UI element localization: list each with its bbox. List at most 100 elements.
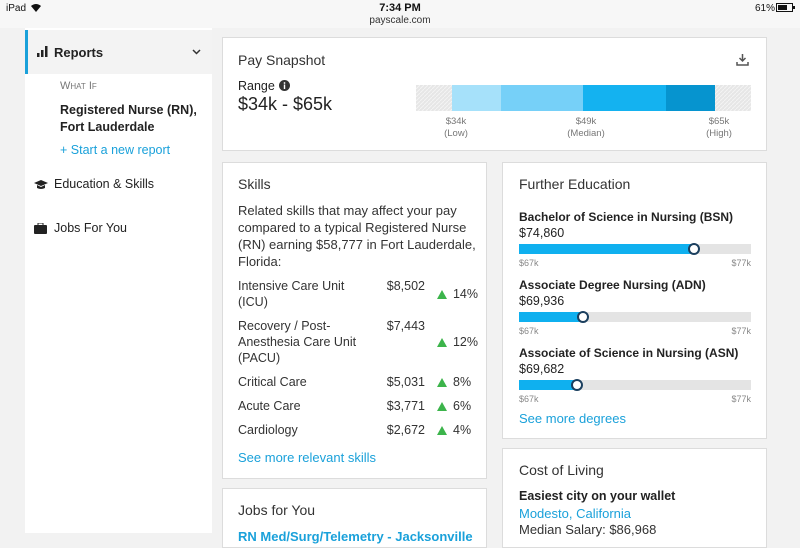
degree-salary: $69,936 <box>519 294 565 308</box>
salary-scale: $67k $77k <box>519 258 751 268</box>
card-title: Jobs for You <box>238 502 316 518</box>
skill-name: Cardiology <box>238 423 298 437</box>
reports-label: Reports <box>54 45 104 60</box>
skill-name: Critical Care <box>238 375 307 389</box>
scale-max: $77k <box>731 394 751 404</box>
card-title: Pay Snapshot <box>238 52 326 68</box>
degree-salary: $69,682 <box>519 362 565 376</box>
scale-min: $67k <box>519 258 539 268</box>
salary-fill <box>519 380 577 390</box>
jobs-card: Jobs for You RN Med/Surg/Telemetry - Jac… <box>222 488 487 548</box>
skill-change: 4% <box>437 422 471 438</box>
change-value: 4% <box>453 423 472 437</box>
salary-scale: $67k $77k <box>519 394 751 404</box>
up-arrow <box>437 377 447 387</box>
jobs-icon <box>34 223 47 234</box>
reports-icon <box>37 46 48 57</box>
skill-row: Intensive Care Unit (ICU) $8,502 14% <box>238 278 478 310</box>
scale-max: $77k <box>731 258 751 268</box>
skill-pay: $5,031 <box>386 375 425 389</box>
subsection-label: What If <box>60 80 97 92</box>
skill-pay: $3,771 <box>386 399 425 413</box>
degrees-link[interactable]: See more degrees <box>519 411 626 426</box>
marker-label: (Median) <box>567 128 605 139</box>
degree: Bachelor of Science in Nursing (BSN) $74,… <box>519 209 751 268</box>
range-bar <box>416 85 751 111</box>
skill-change: 14% <box>436 278 479 310</box>
card-title: Cost of Living <box>519 462 604 478</box>
reports-item[interactable]: Reports <box>25 30 212 74</box>
education-card: Further Education Bachelor of Science in… <box>502 162 767 439</box>
median-salary: Median Salary: $86,968 <box>519 522 657 537</box>
salary-knob <box>577 311 589 323</box>
skills-intro: Related skills that may affect your pay … <box>238 203 476 269</box>
change-value: 8% <box>453 375 472 389</box>
salary-bar <box>519 311 751 323</box>
salary-bar <box>519 379 751 391</box>
scale-max: $77k <box>731 326 751 336</box>
range-marker: $65k (High) <box>689 116 749 140</box>
skill-name: Acute Care <box>238 399 301 413</box>
change-value: 14% <box>452 287 479 301</box>
jobs-item[interactable]: Jobs For You <box>54 221 127 235</box>
degree-salary: $74,860 <box>519 226 565 240</box>
degree-name: Associate Degree Nursing (ADN) <box>519 278 706 292</box>
degree: Associate of Science in Nursing (ASN) $69… <box>519 345 751 404</box>
range-marker: $49k (Median) <box>556 116 616 140</box>
range-marker: $34k (Low) <box>426 116 486 140</box>
skill-name: Recovery / Post-Anesthesia Care Unit (PA… <box>238 319 357 365</box>
skill-change: 8% <box>437 374 471 390</box>
skill-change: 12% <box>436 318 479 366</box>
card-title: Skills <box>238 176 271 192</box>
up-arrow <box>436 337 447 347</box>
url[interactable]: payscale.com <box>369 15 431 26</box>
change-value: 12% <box>452 335 479 349</box>
new-report-link[interactable]: + Start a new report <box>60 143 171 157</box>
report-name[interactable]: Registered Nurse (RN), Fort Lauderdale <box>60 103 197 134</box>
battery-icon <box>776 3 795 12</box>
wifi-icon <box>31 4 41 12</box>
scale-min: $67k <box>519 394 539 404</box>
salary-fill <box>519 244 694 254</box>
marker-value: $34k <box>445 116 467 127</box>
pay-snapshot-card: Pay Snapshot Range $34k - $65k $34k (Low)… <box>222 37 767 151</box>
skill-pay: $8,502 <box>386 279 425 293</box>
scale-min: $67k <box>519 326 539 336</box>
battery-level: 61% <box>755 3 776 14</box>
marker-value: $49k <box>575 116 597 127</box>
salary-knob <box>688 243 700 255</box>
salary-fill <box>519 312 583 322</box>
skill-pay: $7,443 <box>386 319 425 333</box>
marker-label: (High) <box>706 128 732 139</box>
info-icon[interactable] <box>279 80 290 91</box>
cost-subtitle: Easiest city on your wallet <box>519 489 676 503</box>
education-item[interactable]: Education & Skills <box>54 177 155 191</box>
skill-pay: $2,672 <box>386 423 425 437</box>
degree-name: Bachelor of Science in Nursing (BSN) <box>519 210 734 224</box>
salary-bar <box>519 243 751 255</box>
skill-change: 6% <box>437 398 471 414</box>
city-link[interactable]: Modesto, California <box>519 506 631 521</box>
chevron[interactable] <box>192 49 201 55</box>
skill-row: Critical Care $5,031 8% <box>238 374 478 390</box>
skills-list: Intensive Care Unit (ICU) $8,502 14% Recove… <box>238 278 478 446</box>
range-value: $34k - $65k <box>238 94 333 114</box>
up-arrow <box>437 425 447 435</box>
salary-scale: $67k $77k <box>519 326 751 336</box>
degree-name: Associate of Science in Nursing (ASN) <box>519 346 739 360</box>
education-icon <box>34 180 48 189</box>
sidebar: Reports What If Registered Nurse (RN), F… <box>25 28 212 533</box>
up-arrow <box>437 401 447 411</box>
marker-value: $65k <box>708 116 730 127</box>
job-link[interactable]: RN Med/Surg/Telemetry - Jacksonville <box>238 529 473 544</box>
device: iPad <box>6 3 27 14</box>
skill-row: Cardiology $2,672 4% <box>238 422 478 438</box>
skill-name: Intensive Care Unit (ICU) <box>238 279 345 309</box>
degree: Associate Degree Nursing (ADN) $69,936 $67… <box>519 277 751 336</box>
screen: {"status_bar": {"device": "iPad", "time"… <box>6 2 795 548</box>
up-arrow <box>436 289 447 299</box>
change-value: 6% <box>453 399 472 413</box>
skills-link[interactable]: See more relevant skills <box>238 450 376 465</box>
download-icon[interactable] <box>736 53 749 66</box>
marker-label: (Low) <box>444 128 468 139</box>
